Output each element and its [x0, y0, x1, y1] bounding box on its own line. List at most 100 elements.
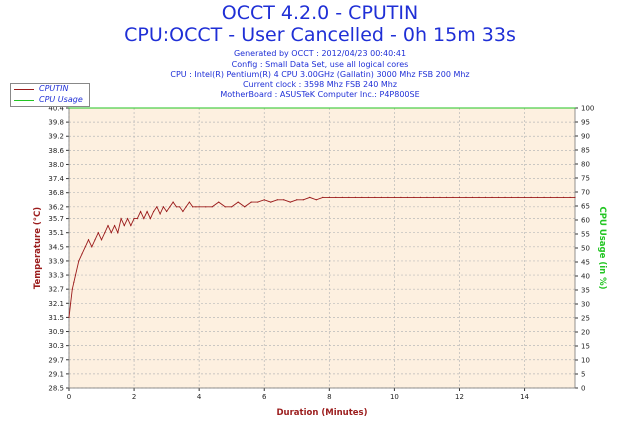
data-point — [182, 210, 184, 213]
y2-tick-label: 25 — [581, 315, 590, 323]
data-point — [354, 196, 356, 199]
data-point — [517, 196, 519, 199]
data-point — [74, 274, 77, 276]
y-tick-label: 38.0 — [48, 161, 64, 169]
data-point — [146, 210, 148, 213]
data-point — [192, 206, 194, 208]
data-point — [497, 196, 500, 199]
data-point — [406, 196, 409, 199]
y-tick-label: 28.5 — [48, 385, 64, 393]
x-tick-label: 2 — [132, 393, 136, 401]
data-point — [289, 201, 291, 203]
data-point — [91, 246, 93, 248]
data-point — [175, 206, 177, 208]
data-point — [68, 107, 70, 109]
y2-axis-label: CPU Usage (in %) — [597, 206, 607, 289]
y-tick-label: 37.4 — [48, 175, 64, 183]
data-point — [169, 206, 171, 208]
data-point — [94, 239, 96, 241]
y2-tick-label: 10 — [581, 357, 590, 365]
data-point — [563, 196, 565, 199]
y2-tick-label: 85 — [581, 147, 590, 155]
data-point — [205, 206, 207, 208]
y-tick-label: 39.8 — [48, 119, 64, 127]
legend-label-cpu-usage: CPU Usage — [39, 95, 83, 104]
data-point — [510, 196, 513, 199]
data-point — [133, 217, 135, 220]
data-point — [104, 232, 106, 234]
data-point — [400, 196, 402, 199]
data-point — [195, 206, 197, 208]
data-point — [172, 201, 174, 203]
x-axis-label: Duration (Minutes) — [277, 408, 368, 418]
data-point — [71, 288, 73, 290]
data-point — [432, 196, 435, 199]
data-point — [556, 196, 558, 199]
data-point — [185, 206, 187, 208]
data-point — [452, 196, 454, 199]
y2-tick-label: 55 — [581, 231, 590, 239]
info-clock: Current clock : 3598 Mhz FSB 240 Mhz — [242, 80, 398, 89]
legend: CPUTIN CPU Usage — [10, 83, 90, 107]
y-tick-label: 30.9 — [48, 328, 64, 336]
data-point — [348, 196, 350, 199]
data-point — [374, 196, 376, 199]
x-tick-label: 8 — [327, 393, 331, 401]
data-point — [536, 196, 539, 199]
data-point — [574, 107, 576, 109]
data-point — [276, 199, 278, 201]
data-point — [153, 210, 155, 213]
y2-tick-label: 45 — [581, 259, 590, 267]
data-point — [419, 196, 422, 199]
y-tick-label: 39.2 — [48, 133, 64, 141]
chart-subtitle: CPU:OCCT - User Cancelled - 0h 15m 33s — [124, 24, 516, 46]
data-point — [270, 201, 272, 203]
data-point — [341, 196, 343, 199]
data-point — [218, 201, 220, 203]
y-tick-label: 32.7 — [48, 286, 64, 294]
data-point — [471, 196, 474, 199]
info-cpu: CPU : Intel(R) Pentium(R) 4 CPU 3.00GHz … — [170, 70, 470, 79]
y-tick-label: 29.7 — [48, 356, 64, 364]
data-point — [143, 217, 145, 220]
y-tick-label: 35.1 — [48, 229, 64, 237]
data-point — [73, 281, 75, 283]
data-point — [426, 196, 428, 199]
y2-tick-label: 50 — [581, 245, 590, 253]
data-point — [237, 201, 239, 203]
data-point — [549, 196, 552, 199]
data-point — [198, 206, 200, 208]
data-point — [120, 217, 122, 220]
data-point — [458, 196, 461, 199]
data-point — [543, 196, 545, 199]
legend-item-cputin: CPUTIN — [11, 84, 89, 95]
chart-title: OCCT 4.2.0 - CPUTIN — [221, 2, 419, 24]
data-point — [244, 206, 246, 208]
data-point — [523, 196, 526, 199]
data-point — [283, 199, 285, 201]
x-tick-label: 4 — [197, 393, 202, 401]
y-tick-label: 40.4 — [48, 105, 64, 113]
y2-tick-label: 80 — [581, 161, 590, 169]
data-point — [387, 196, 389, 199]
y-tick-label: 30.3 — [48, 342, 64, 350]
info-config: Config : Small Data Set, use all logical… — [231, 60, 409, 69]
y-tick-label: 34.5 — [48, 243, 64, 251]
data-point — [78, 260, 80, 262]
data-point — [84, 246, 86, 248]
y-tick-label: 33.3 — [48, 272, 64, 280]
x-tick-label: 14 — [520, 393, 529, 401]
data-point — [484, 196, 487, 199]
data-point — [68, 316, 70, 319]
data-point — [367, 196, 369, 199]
data-point — [113, 225, 116, 227]
info-generated: Generated by OCCT : 2012/04/23 00:40:41 — [233, 49, 407, 58]
y2-tick-label: 95 — [581, 119, 590, 127]
x-tick-label: 0 — [67, 393, 71, 401]
data-point — [149, 217, 151, 220]
data-point — [97, 232, 99, 234]
y2-tick-label: 15 — [581, 343, 590, 351]
data-point — [569, 196, 571, 199]
y2-tick-label: 70 — [581, 189, 590, 197]
